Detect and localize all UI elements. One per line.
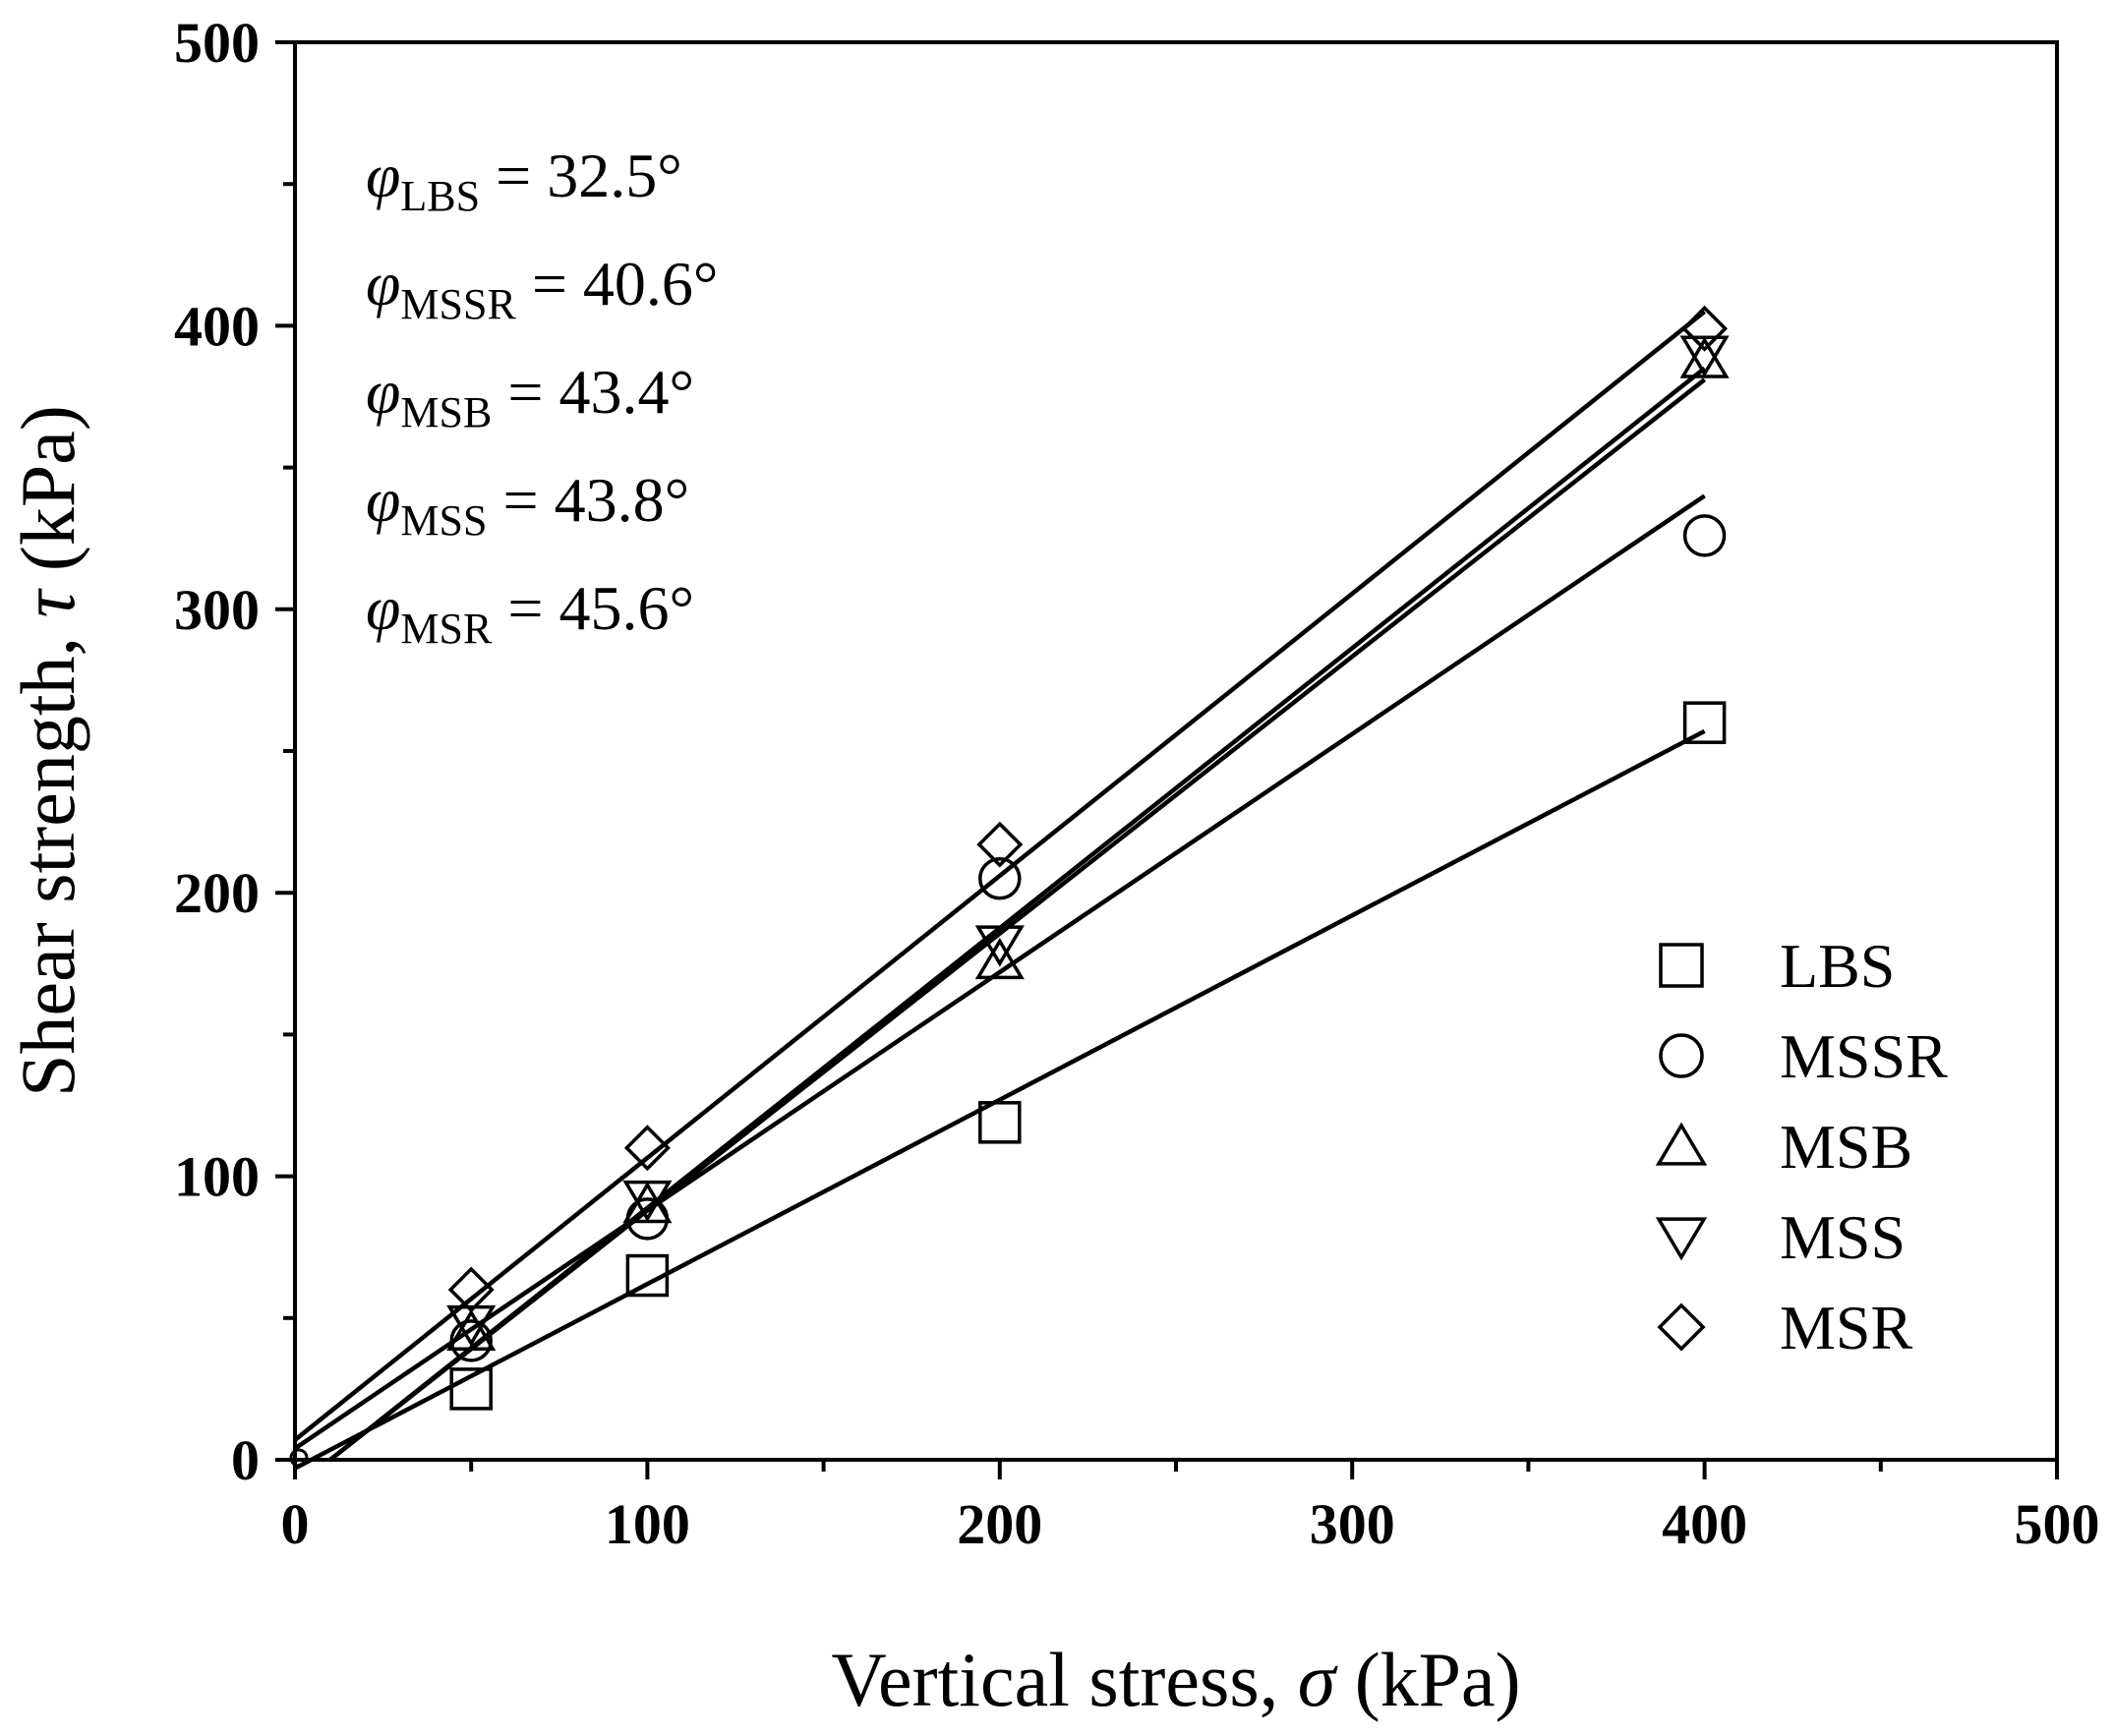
y-axis-title-text: Shear strength, [5,617,90,1096]
y-tick-label: 200 [174,861,260,925]
annotation-mssr: φMSSR = 40.6° [366,249,719,328]
legend-label-mss: MSS [1780,1202,1906,1272]
data-point-mss [446,1304,497,1347]
data-point-lbs [978,1101,1022,1144]
data-point-mssr [1682,514,1727,557]
x-axis-title: Vertical stress, σ (kPa) [831,1637,1520,1722]
data-point-msr [1681,305,1729,352]
y-tick-label: 0 [231,1428,260,1492]
origin-marker [289,1448,309,1468]
y-tick-label: 100 [174,1145,260,1209]
annotation-msb: φMSB = 43.4° [366,357,694,436]
data-point-mssr [978,857,1022,900]
legend-marker-lbs [1659,943,1704,988]
data-point-msr [447,1266,495,1313]
data-point-mss [622,1180,673,1223]
legend-label-mssr: MSSR [1780,1021,1948,1091]
data-point-msr [976,821,1024,868]
x-axis-title-unit: (kPa) [1335,1637,1520,1722]
legend-marker-mss [1655,1217,1708,1261]
legend-marker-mssr [1659,1033,1704,1078]
x-axis-title-text: Vertical stress, [831,1637,1297,1722]
fit-line-mssr [293,493,1706,1451]
annotation-lbs: φLBS = 32.5° [366,141,682,220]
x-axis-title-symbol: σ [1298,1637,1338,1722]
legend: LBS MSSR MSB MSS MSR [1655,931,1948,1362]
fit-line-mss [328,366,1706,1462]
data-point-mss [1679,335,1730,377]
annotation-mss: φMSS = 43.8° [366,465,689,545]
legend-marker-msr [1657,1302,1706,1352]
data-point-lbs [1682,701,1727,744]
y-tick-label: 300 [174,578,260,642]
y-tick-label: 400 [174,294,260,358]
x-tick-label: 200 [957,1492,1042,1556]
x-tick-label: 300 [1310,1492,1395,1556]
y-axis-title-symbol: τ [5,587,90,617]
x-tick-label: 0 [281,1492,310,1556]
data-point-mss [974,925,1025,967]
legend-marker-msb [1655,1122,1708,1166]
friction-angle-annotations: φLBS = 32.5° φMSSR = 40.6° φMSB = 43.4° … [366,141,719,653]
data-point-msr [623,1125,671,1172]
data-point-mssr [449,1319,493,1362]
annotation-msr: φMSR = 45.6° [366,573,694,653]
x-tick-label: 100 [605,1492,690,1556]
legend-label-lbs: LBS [1780,931,1895,1001]
y-tick-label: 500 [174,11,260,75]
x-tick-label: 500 [2015,1492,2100,1556]
legend-label-msr: MSR [1780,1293,1913,1362]
y-axis-title: Shear strength, τ (kPa) [5,405,90,1097]
legend-label-msb: MSB [1780,1112,1912,1182]
data-point-lbs [625,1253,670,1298]
fit-line-msr [293,310,1707,1442]
data-point-lbs [449,1367,493,1411]
y-axis-title-unit: (kPa) [5,405,90,590]
x-tick-label: 400 [1662,1492,1747,1556]
data-point-msb [446,1308,497,1351]
fit-line-lbs [293,728,1706,1471]
data-point-msb [974,937,1025,980]
